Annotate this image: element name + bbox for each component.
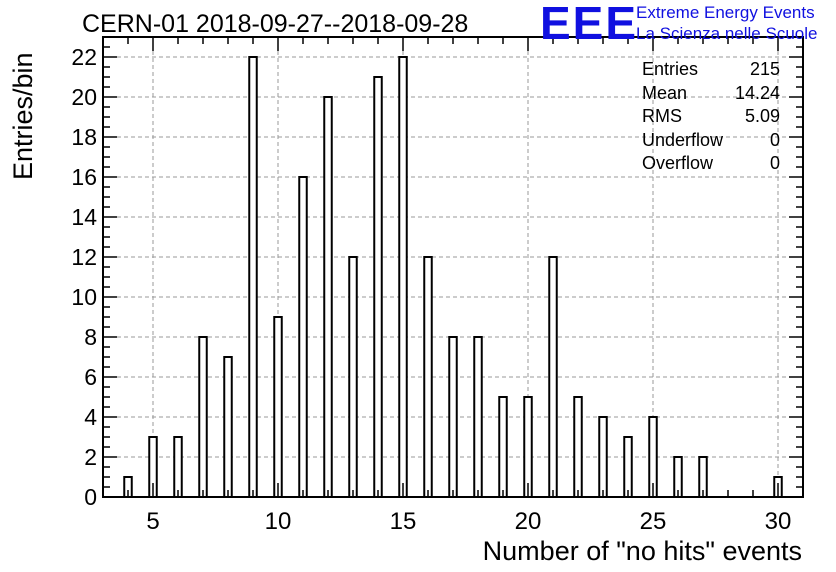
bar-13 xyxy=(348,256,358,498)
bar-24 xyxy=(623,436,633,498)
y-tick-label: 2 xyxy=(84,444,97,470)
x-tick-label: 15 xyxy=(390,508,417,535)
axis-tick-labels: 5 10 15 20 25 30 0 2 4 6 8 10 12 14 16 18 20 22 xyxy=(71,44,791,535)
y-tick-label: 12 xyxy=(71,244,97,270)
logo-line-2: La Scienza nelle Scuole xyxy=(636,24,818,43)
y-tick-label: 18 xyxy=(71,124,97,150)
bar-19 xyxy=(498,396,508,498)
stat-value: 5.09 xyxy=(744,106,780,126)
axis-ticks xyxy=(103,36,804,498)
y-tick-label: 20 xyxy=(71,84,97,110)
bar-14 xyxy=(373,76,383,498)
bar-21 xyxy=(548,256,558,498)
y-tick-label: 6 xyxy=(84,364,97,390)
bar-9 xyxy=(248,56,258,498)
bar-10 xyxy=(273,316,283,498)
bar-22 xyxy=(573,396,583,498)
bar-12 xyxy=(323,96,333,498)
stat-rms: RMS 5.09 xyxy=(642,105,780,129)
stat-overflow: Overflow 0 xyxy=(642,152,780,176)
bar-8 xyxy=(223,356,233,498)
bar-23 xyxy=(598,416,608,498)
y-tick-label: 0 xyxy=(84,484,97,510)
y-tick-label: 14 xyxy=(71,204,97,230)
bar-20 xyxy=(523,396,533,498)
stat-label: Overflow xyxy=(642,153,714,173)
stat-underflow: Underflow 0 xyxy=(642,129,780,153)
stat-label: Mean xyxy=(642,82,688,103)
logo-text: Extreme Energy Events La Scienza nelle S… xyxy=(636,2,817,44)
x-tick-label: 5 xyxy=(146,508,159,535)
stat-value: 14.24 xyxy=(734,82,780,103)
stat-label: Entries xyxy=(642,59,699,79)
y-tick-label: 4 xyxy=(84,404,97,430)
y-tick-label: 8 xyxy=(84,324,97,350)
bar-18 xyxy=(473,336,483,498)
logo-line-1: Extreme Energy Events xyxy=(636,3,815,22)
bar-15 xyxy=(398,56,408,498)
stat-label: Underflow xyxy=(642,129,724,150)
bar-16 xyxy=(423,256,433,498)
y-tick-label: 22 xyxy=(71,44,97,70)
stats-box: Entries 215 Mean 14.24 RMS 5.09 Underflo… xyxy=(642,58,780,176)
y-tick-label: 10 xyxy=(71,284,97,310)
y-tick-label: 16 xyxy=(71,164,97,190)
chart-title: CERN-01 2018-09-27--2018-09-28 xyxy=(82,10,469,38)
stat-label: RMS xyxy=(642,106,682,126)
x-tick-label: 20 xyxy=(515,508,542,535)
x-axis-label: Number of "no hits" events xyxy=(482,536,802,566)
bar-6 xyxy=(173,436,183,498)
x-tick-label: 30 xyxy=(765,508,792,535)
stat-mean: Mean 14.24 xyxy=(642,82,780,106)
stat-entries: Entries 215 xyxy=(642,58,780,82)
stat-value: 0 xyxy=(769,129,780,150)
x-tick-label: 25 xyxy=(640,508,667,535)
eee-logo: EEE xyxy=(540,0,639,49)
stat-value: 215 xyxy=(749,59,780,79)
bar-17 xyxy=(448,336,458,498)
x-tick-label: 10 xyxy=(265,508,292,535)
y-axis-label: Entries/bin xyxy=(8,52,38,180)
stat-value: 0 xyxy=(769,153,780,173)
bar-11 xyxy=(298,176,308,498)
bar-7 xyxy=(198,336,208,498)
